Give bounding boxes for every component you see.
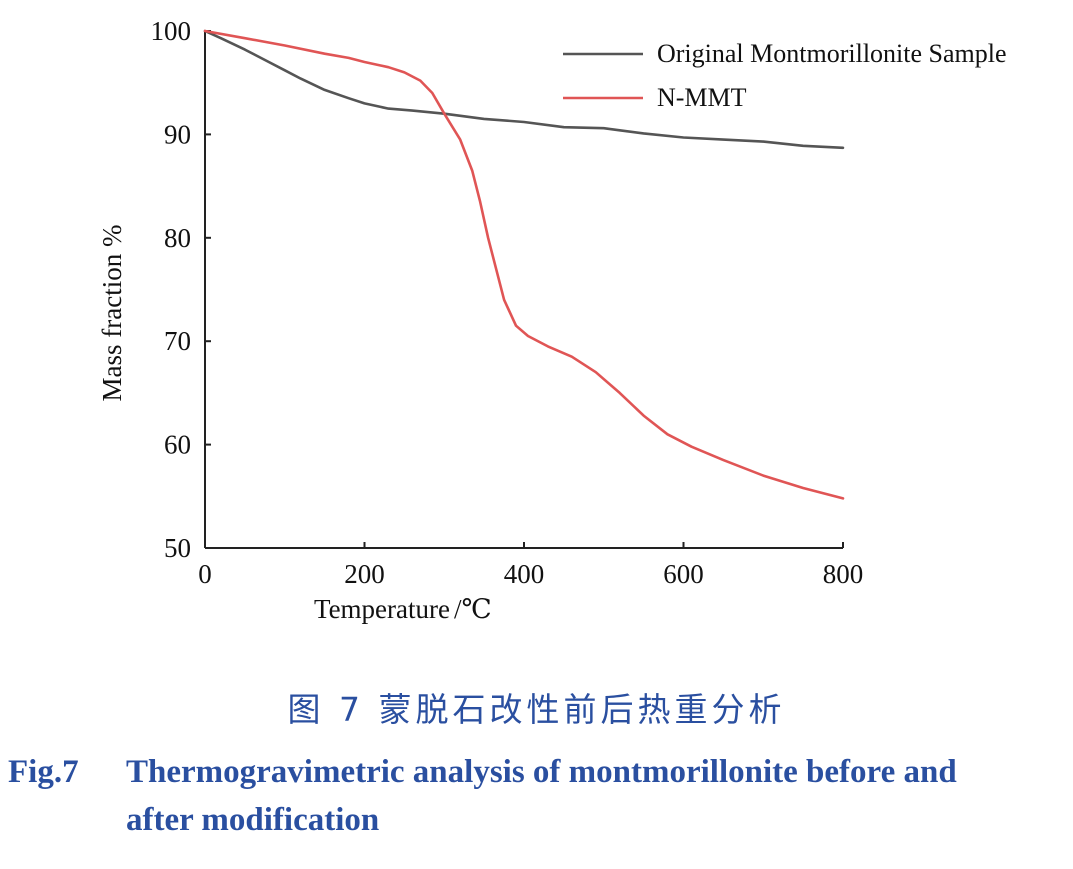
x-tick-label: 200 (344, 559, 385, 589)
x-tick-label: 600 (663, 559, 704, 589)
y-tick-label: 50 (164, 533, 191, 563)
tga-chart: 50 60 70 80 90 100 0 200 400 600 800 Original Mont… (97, 16, 1007, 624)
x-axis-label: Temperature (314, 594, 450, 624)
chart-legend: Original Montmorillonite Sample N-MMT (563, 39, 1007, 112)
x-axis-unit: /℃ (454, 594, 492, 624)
figure-caption-english: Fig.7 Thermogravimetric analysis of montm… (8, 748, 1058, 844)
y-axis-label: Mass fraction % (97, 225, 127, 402)
chart-axes: 50 60 70 80 90 100 0 200 400 600 800 (151, 16, 864, 589)
legend-entry: Original Montmorillonite Sample (657, 39, 1007, 68)
figure-number: Fig.7 (8, 754, 79, 790)
y-tick-label: 70 (164, 326, 191, 356)
series-line-n-mmt (203, 29, 845, 500)
x-tick-label: 0 (198, 559, 212, 589)
figure-caption-chinese: 图 7 蒙脱石改性前后热重分析 (287, 690, 786, 729)
x-tick-label: 400 (504, 559, 545, 589)
y-tick-label: 100 (151, 16, 192, 46)
y-tick-label: 90 (164, 119, 191, 149)
x-tick-label: 800 (823, 559, 864, 589)
chart-series (203, 29, 845, 500)
y-tick-label: 60 (164, 430, 191, 460)
figure-caption-text: Thermogravimetric analysis of montmorill… (126, 754, 957, 838)
legend-entry: N-MMT (657, 83, 747, 112)
y-tick-label: 80 (164, 223, 191, 253)
